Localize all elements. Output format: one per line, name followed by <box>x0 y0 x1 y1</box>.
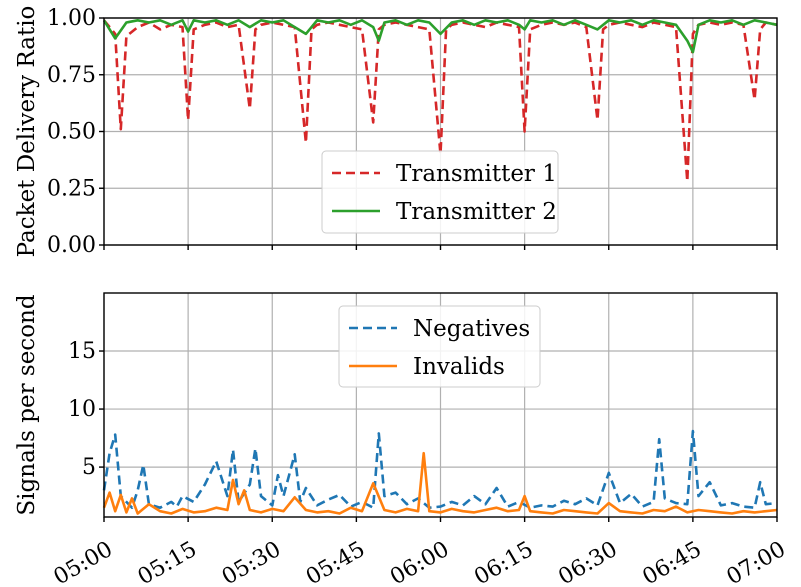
x-tick-label: 05:30 <box>218 537 285 587</box>
y-axis-label: Packet Delivery Ratio <box>14 6 40 258</box>
y-tick-label: 0.00 <box>47 233 96 258</box>
y-axis-label: Signals per second <box>14 294 40 515</box>
top-panel-pdr: 0.00 0.25 0.50 0.75 1.00 Packet Delivery Rati… <box>14 6 778 258</box>
legend-label: Transmitter 2 <box>396 199 557 225</box>
x-tick-label: 05:45 <box>302 537 369 587</box>
legend-label: Invalids <box>413 354 505 380</box>
y-tick-label: 5 <box>82 455 96 480</box>
legend-label: Negatives <box>413 316 530 342</box>
legend-box <box>321 150 559 234</box>
y-tick-label: 15 <box>68 339 96 364</box>
y-tick-label: 0.25 <box>47 176 96 201</box>
x-tick-label: 06:00 <box>386 537 453 587</box>
y-tick-label: 1.00 <box>47 6 96 31</box>
legend-label: Transmitter 1 <box>396 161 557 187</box>
x-tick-label: 06:15 <box>470 537 537 587</box>
legend: Negatives Invalids <box>338 305 541 388</box>
x-tick-label: 05:15 <box>134 537 201 587</box>
y-tick-label: 10 <box>68 397 96 422</box>
y-tick-label: 0.75 <box>47 63 96 88</box>
x-tick-label: 07:00 <box>723 537 790 587</box>
y-tick-label: 0.50 <box>47 120 96 145</box>
series-line-transmitter-2 <box>102 18 778 54</box>
x-tick-label: 06:30 <box>554 537 621 587</box>
legend: Transmitter 1 Transmitter 2 <box>321 150 559 234</box>
bottom-panel-signals: 05:00 05:15 05:30 05:45 06:00 06:15 06:30 06:45… <box>14 292 790 587</box>
series-line-invalids <box>102 451 778 515</box>
x-tick-label: 05:00 <box>50 537 117 587</box>
x-tick-label: 06:45 <box>638 537 705 587</box>
series-line-transmitter-1 <box>102 19 778 183</box>
